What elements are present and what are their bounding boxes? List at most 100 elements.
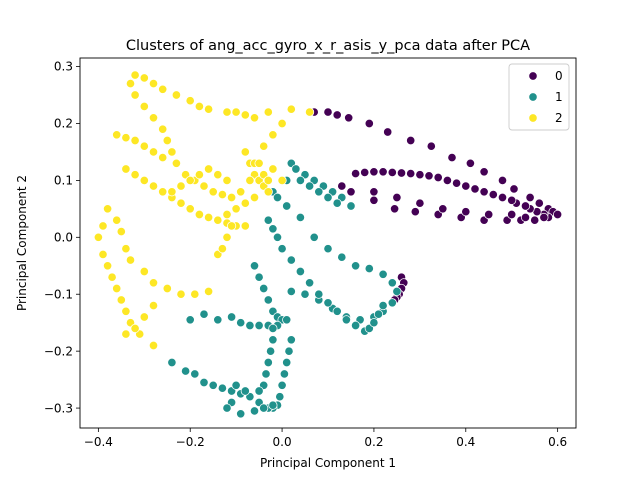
data-point-cluster-1 [373,309,384,319]
data-point-cluster-1 [369,318,379,328]
data-point-cluster-2 [240,110,250,120]
data-point-cluster-2 [158,124,168,134]
data-point-cluster-0 [360,167,370,177]
data-point-cluster-2 [121,133,131,143]
data-point-cluster-2 [176,289,186,299]
data-point-cluster-2 [148,301,159,311]
data-point-cluster-2 [213,170,223,180]
data-point-cluster-0 [447,153,457,163]
data-point-cluster-2 [236,187,246,197]
data-point-cluster-2 [190,289,200,299]
data-point-cluster-2 [171,90,181,100]
data-point-cluster-2 [171,158,181,168]
data-point-cluster-2 [167,147,177,157]
chart-title: Clusters of ang_acc_gyro_x_r_asis_y_pca … [126,38,530,54]
data-point-cluster-1 [346,201,356,211]
data-point-cluster-2 [213,215,223,225]
data-point-cluster-2 [277,118,287,129]
data-point-cluster-0 [433,172,443,183]
data-point-cluster-0 [426,141,436,151]
data-point-cluster-1 [351,320,361,331]
data-point-cluster-2 [139,101,149,111]
data-point-cluster-2 [148,340,159,351]
y-tick-label: −0.3 [44,401,73,415]
data-point-cluster-2 [194,170,204,180]
data-point-cluster-2 [121,164,131,174]
data-point-cluster-1 [378,301,388,311]
data-point-cluster-0 [369,187,379,197]
data-point-cluster-1 [254,386,264,396]
data-point-cluster-1 [286,255,296,265]
data-point-cluster-0 [470,184,480,194]
data-point-cluster-1 [314,289,324,299]
data-point-cluster-1 [263,357,273,368]
data-point-cluster-1 [314,187,324,197]
data-point-cluster-0 [438,204,448,214]
data-point-cluster-0 [344,113,354,123]
data-point-cluster-1 [305,181,315,191]
data-point-cluster-2 [148,181,159,191]
data-point-cluster-0 [553,209,563,220]
data-point-cluster-2 [222,209,232,220]
data-point-cluster-1 [236,409,246,419]
data-point-cluster-1 [190,369,200,379]
data-point-cluster-0 [509,184,519,194]
data-point-cluster-2 [93,232,103,242]
data-point-cluster-1 [254,320,264,331]
data-point-cluster-2 [222,107,232,117]
data-point-cluster-2 [121,244,131,254]
data-point-cluster-0 [323,107,333,117]
data-point-cluster-1 [295,175,305,185]
legend-box [508,63,570,131]
data-point-cluster-1 [364,264,374,274]
data-point-cluster-2 [130,90,140,100]
data-point-cluster-0 [497,192,508,203]
data-point-cluster-2 [103,204,113,214]
data-point-cluster-2 [103,261,113,271]
data-point-cluster-1 [222,403,232,413]
data-point-cluster-1 [236,318,246,328]
data-point-cluster-2 [194,101,204,111]
data-point-cluster-0 [332,110,342,120]
data-point-cluster-1 [332,306,342,316]
data-point-cluster-2 [125,255,136,265]
legend-label-cluster-2: 2 [555,111,563,125]
data-point-cluster-1 [199,377,209,388]
data-point-cluster-0 [525,192,535,203]
data-point-cluster-1 [279,369,289,379]
data-point-cluster-2 [121,306,131,316]
data-point-cluster-1 [323,298,333,308]
data-point-cluster-0 [520,212,531,222]
data-point-cluster-1 [337,252,347,262]
data-point-cluster-2 [259,141,269,151]
data-point-cluster-1 [249,406,260,416]
data-point-cluster-2 [245,175,255,185]
data-point-cluster-0 [507,209,517,220]
data-point-cluster-2 [305,107,315,117]
data-point-cluster-1 [341,315,351,325]
data-point-cluster-1 [323,192,333,203]
data-point-cluster-1 [213,315,223,325]
data-point-cluster-1 [305,278,315,288]
data-point-cluster-2 [139,73,149,83]
data-point-cluster-1 [286,335,296,345]
data-point-cluster-2 [121,329,131,339]
data-point-cluster-2 [185,204,195,214]
data-point-cluster-2 [231,204,241,214]
data-point-cluster-2 [112,283,122,294]
data-point-cluster-2 [222,175,232,185]
y-axis-title: Principal Component 2 [15,175,29,311]
data-point-cluster-0 [442,175,452,185]
data-point-cluster-0 [337,181,347,191]
data-point-cluster-0 [415,198,425,208]
data-point-cluster-0 [461,207,471,217]
data-point-cluster-2 [227,192,237,203]
data-point-cluster-2 [217,244,227,254]
data-point-cluster-2 [98,221,108,231]
data-point-cluster-1 [282,315,292,325]
y-tick-label: 0.0 [54,231,73,245]
legend-label-cluster-1: 1 [555,90,563,104]
data-point-cluster-0 [378,167,388,177]
data-point-cluster-1 [268,323,278,333]
data-point-cluster-2 [167,187,177,197]
